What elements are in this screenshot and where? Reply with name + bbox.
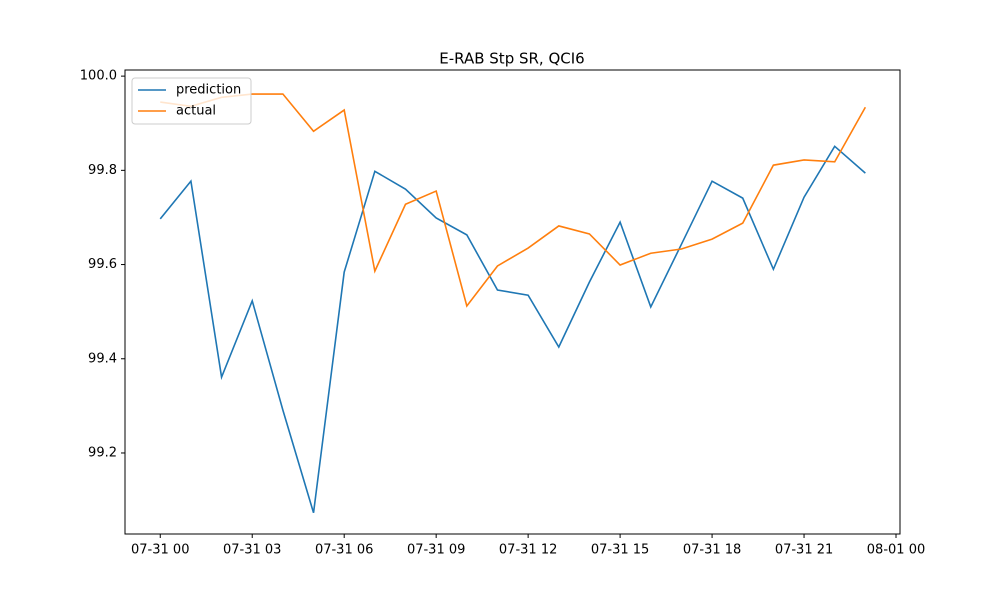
- x-tick-label: 07-31 09: [407, 543, 465, 558]
- x-tick-label: 08-01 00: [867, 543, 925, 558]
- x-tick-label: 07-31 00: [131, 543, 189, 558]
- x-tick-label: 07-31 03: [223, 543, 281, 558]
- x-tick-label: 07-31 18: [683, 543, 741, 558]
- y-tick-label: 99.8: [88, 163, 117, 178]
- y-tick-label: 99.4: [88, 351, 117, 366]
- line-series: [160, 93, 867, 308]
- x-tick-label: 07-31 15: [591, 543, 649, 558]
- plot-area: [124, 69, 901, 535]
- legend-label: actual: [176, 104, 216, 119]
- line-series: [159, 145, 866, 514]
- x-tick-label: 07-31 21: [775, 543, 833, 558]
- y-tick-label: 100.0: [80, 69, 117, 84]
- x-tick-label: 07-31 12: [499, 543, 557, 558]
- y-tick-label: 99.6: [88, 257, 117, 272]
- chart-title: E-RAB Stp SR, QCI6: [439, 50, 584, 68]
- legend-label: prediction: [176, 83, 241, 98]
- x-tick-label: 07-31 06: [315, 543, 373, 558]
- y-tick-label: 99.2: [88, 445, 117, 460]
